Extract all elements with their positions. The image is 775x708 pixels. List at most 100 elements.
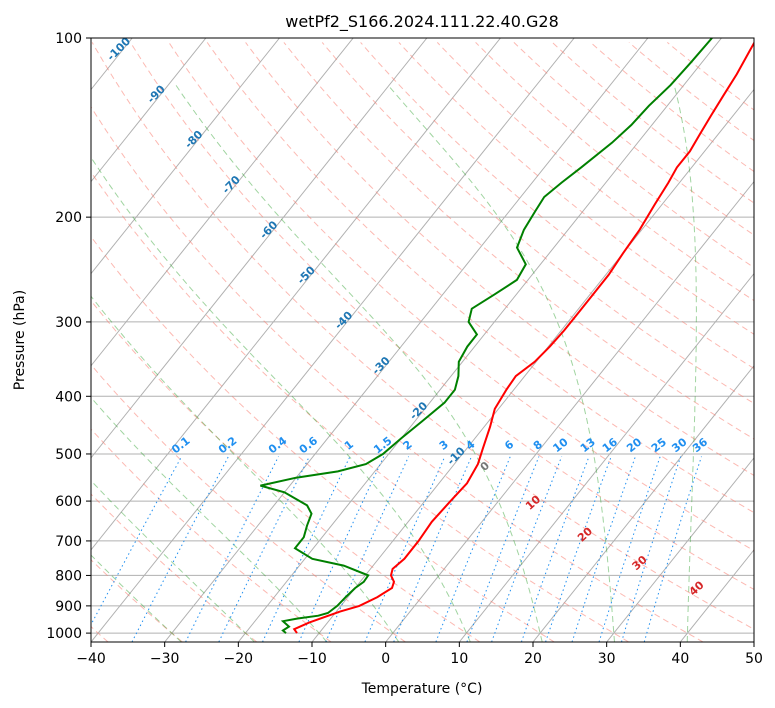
dry-adiabat-line xyxy=(91,364,406,642)
isotherm-line xyxy=(91,38,575,642)
mixing-ratio-line xyxy=(435,456,511,642)
isotherm-label: -50 xyxy=(295,263,318,286)
x-tick-label: 0 xyxy=(381,651,390,667)
dry-adiabat-line xyxy=(168,42,754,552)
x-tick-label: −20 xyxy=(224,651,254,667)
mixing-ratio-line xyxy=(643,456,702,642)
dry-adiabat-line xyxy=(91,428,332,642)
mixing-ratio-line xyxy=(131,456,229,642)
dry-adiabat-line xyxy=(321,42,754,404)
y-tick-label: 100 xyxy=(55,31,82,47)
x-tick-label: 30 xyxy=(598,651,616,667)
mixing-ratio-label: 30 xyxy=(669,435,689,455)
mixing-ratio-line xyxy=(520,456,590,642)
isotherm-line xyxy=(311,88,754,642)
mixing-ratio-line xyxy=(262,456,351,642)
y-tick-label: 1000 xyxy=(46,626,82,642)
moist-adiabat-line xyxy=(673,84,697,642)
y-tick-label: 600 xyxy=(55,494,82,510)
dry-adiabat-line xyxy=(91,299,481,642)
dry-adiabat-line xyxy=(283,42,754,440)
isotherm-label: -90 xyxy=(145,82,168,105)
y-tick-label: 300 xyxy=(55,315,82,331)
isotherm-line xyxy=(532,364,754,642)
x-tick-label: −30 xyxy=(150,651,180,667)
y-tick-label: 200 xyxy=(55,210,82,226)
dry-adiabat-line xyxy=(91,171,629,642)
isotherm-line xyxy=(91,38,280,275)
mixing-ratio-line xyxy=(298,456,385,642)
isotherm-label: -100 xyxy=(104,35,133,64)
x-axis-label: Temperature (°C) xyxy=(361,681,483,697)
dry-adiabat-line xyxy=(245,42,754,476)
mixing-ratio-line xyxy=(91,456,183,626)
dry-adiabat-line xyxy=(91,493,258,642)
temperature-profile-line xyxy=(292,41,754,634)
mixing-ratio-label: 2 xyxy=(401,438,415,453)
mixing-ratio-line xyxy=(466,456,540,642)
y-tick-label: 800 xyxy=(55,568,82,584)
x-tick-label: 50 xyxy=(745,651,763,667)
x-tick-label: 10 xyxy=(450,651,468,667)
isotherm-line xyxy=(91,38,428,459)
isotherm-label: -30 xyxy=(370,354,393,377)
isotherm-label: -80 xyxy=(182,128,205,151)
mixing-ratio-line xyxy=(325,456,410,642)
mixing-ratio-label: 0.4 xyxy=(266,434,290,456)
temperature-diagonal-label: 20 xyxy=(575,524,595,544)
x-tick-label: 40 xyxy=(671,651,689,667)
chart-title: wetPf2_S166.2024.111.22.40.G28 xyxy=(285,12,559,32)
mixing-ratio-label: 16 xyxy=(600,435,620,455)
moist-adiabat-line xyxy=(91,156,471,642)
mixing-ratio-label: 0.6 xyxy=(297,434,321,456)
temperature-diagonal-label: 40 xyxy=(687,578,707,598)
dry-adiabat-line xyxy=(513,42,754,236)
isotherm-line xyxy=(679,549,754,642)
mixing-ratio-label: 6 xyxy=(502,438,516,453)
mixing-ratio-line xyxy=(364,456,446,642)
isotherm-line xyxy=(91,38,501,551)
axis-ticks: −40 −30 −20 −10 0 10 20 30 40 5010020030040050060… xyxy=(46,31,763,667)
mixing-ratio-label: 10 xyxy=(551,435,571,455)
isotherm-line xyxy=(91,38,354,367)
dry-adiabat-line xyxy=(360,42,754,370)
dry-adiabat-line xyxy=(666,42,754,111)
dry-adiabat-line xyxy=(91,105,704,642)
y-tick-label: 500 xyxy=(55,447,82,463)
isotherm-line xyxy=(0,38,59,642)
dry-adiabat-line xyxy=(91,235,555,642)
isotherm-line xyxy=(753,641,754,642)
mixing-ratio-label: 20 xyxy=(624,435,644,455)
mixing-ratio-line xyxy=(621,456,682,642)
dry-adiabat-line xyxy=(91,42,754,630)
dry-adiabat-line xyxy=(551,42,754,204)
x-tick-label: −40 xyxy=(76,651,106,667)
mixing-ratio-label: 3 xyxy=(437,438,451,453)
y-tick-label: 400 xyxy=(55,389,82,405)
isotherm-line xyxy=(458,272,754,642)
moist-adiabat-line xyxy=(91,479,255,642)
dry-adiabat-line xyxy=(590,42,754,173)
mixing-ratio-label: 0.1 xyxy=(169,434,192,456)
moist-adiabat-line xyxy=(387,84,615,642)
plot-area: 0.1 0.2 0.4 0.6 1 1.5 2 3 4 6 8 10 13 16 20 25 30 36-100-… xyxy=(0,35,754,642)
plot-frame xyxy=(90,37,755,643)
mixing-ratio-line xyxy=(491,456,563,642)
dewpoint-profile-line xyxy=(260,38,713,634)
temperature-diagonal-label: 30 xyxy=(630,553,650,573)
x-tick-label: −10 xyxy=(297,651,327,667)
moist-adiabat-line xyxy=(175,84,543,642)
isotherm-label: -20 xyxy=(407,399,430,422)
y-axis-label: Pressure (hPa) xyxy=(12,290,28,390)
moist-adiabat-line xyxy=(91,554,182,642)
isotherm-line xyxy=(91,38,207,183)
isotherm-label: -70 xyxy=(220,173,243,196)
dry-adiabat-line xyxy=(398,42,754,335)
moist-adiabat-line xyxy=(91,396,328,642)
mixing-ratio-label: 25 xyxy=(649,435,669,455)
dry-adiabat-line xyxy=(130,42,754,590)
isotherm-label: -60 xyxy=(257,218,280,241)
y-tick-label: 700 xyxy=(55,534,82,550)
dry-adiabat-line xyxy=(206,42,754,514)
